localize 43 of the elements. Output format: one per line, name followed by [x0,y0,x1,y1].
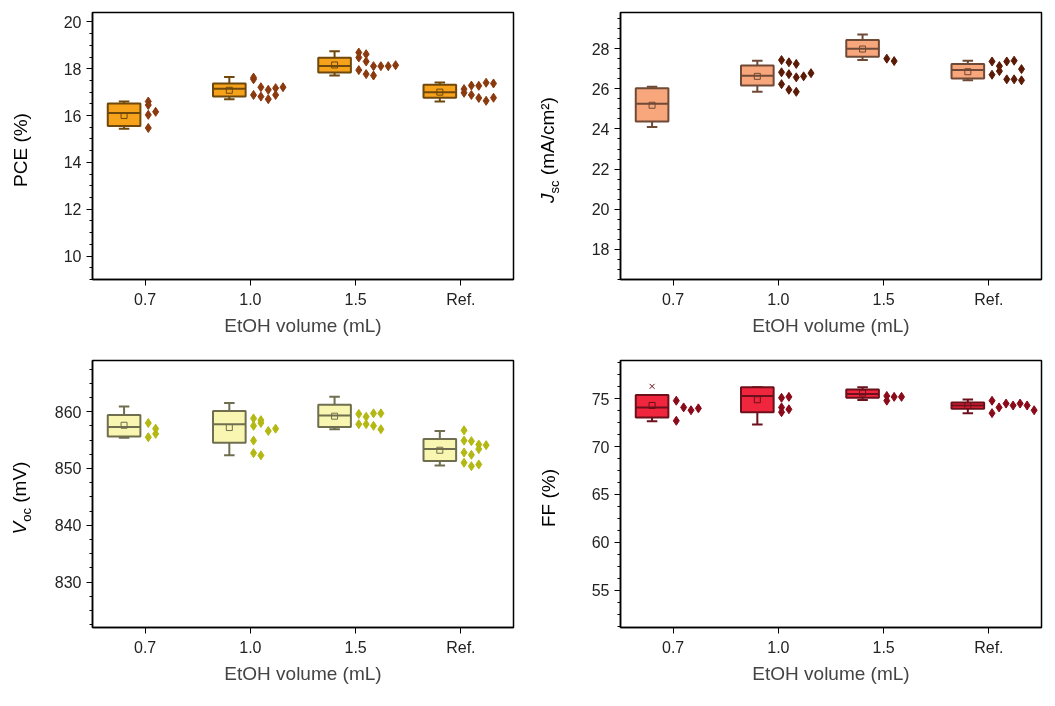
x-tick-label: Ref. [974,290,1004,308]
y-tick-label: 18 [63,60,82,78]
y-tick-label: 75 [591,390,610,408]
y-tick-label: 850 [54,460,82,478]
y-axis-title: PCE (%) [9,113,33,187]
x-tick-label: 1.0 [239,290,262,308]
y-tick-label: 65 [591,486,610,504]
y-tick-label: 18 [591,241,610,259]
y-tick-label: 24 [591,120,610,138]
x-axis-title: EtOH volume (mL) [752,314,910,336]
y-tick-label: 20 [63,13,82,31]
x-tick-label: Ref. [446,290,476,308]
y-tick-label: 860 [54,403,82,421]
y-tick-label: 22 [591,161,610,179]
y-tick-label: 10 [63,248,82,266]
x-tick-label: 1.5 [344,290,367,308]
y-tick-label: 55 [591,582,610,600]
x-tick-label: Ref. [974,638,1004,656]
y-tick-label: 70 [591,438,610,456]
x-axis-title: EtOH volume (mL) [752,662,910,684]
y-tick-label: 20 [591,201,610,219]
x-tick-label: 1.0 [767,290,790,308]
x-tick-label: 0.7 [134,290,157,308]
x-tick-label: 0.7 [662,290,685,308]
x-axis-title: EtOH volume (mL) [224,314,382,336]
y-tick-label: 28 [591,40,610,58]
y-axis-title: FF (%) [537,468,561,528]
x-tick-label: 1.0 [767,638,790,656]
y-tick-label: 26 [591,80,610,98]
x-tick-label: 0.7 [134,638,157,656]
y-tick-label: 830 [54,574,82,592]
y-tick-label: 60 [591,534,610,552]
y-tick-label: 12 [63,201,82,219]
x-tick-label: 1.5 [872,638,895,656]
x-axis-title: EtOH volume (mL) [224,662,382,684]
x-tick-label: 1.0 [239,638,262,656]
y-tick-label: 16 [63,107,82,125]
y-tick-label: 840 [54,517,82,535]
x-tick-label: 1.5 [344,638,367,656]
x-tick-label: 1.5 [872,290,895,308]
y-tick-label: 14 [63,154,82,172]
x-tick-label: Ref. [446,638,476,656]
x-tick-label: 0.7 [662,638,685,656]
